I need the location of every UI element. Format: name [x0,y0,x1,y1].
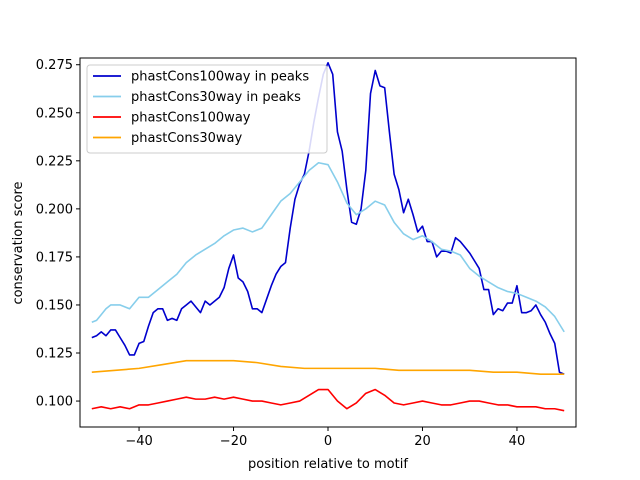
y-tick-label: 0.175 [36,250,73,265]
x-tick-label: 20 [414,434,431,449]
x-tick-label: −40 [125,434,152,449]
legend-label: phastCons100way [131,111,251,126]
series-line-4 [91,359,565,375]
x-tick-label: −20 [220,434,247,449]
series-line-3 [91,388,565,412]
x-tick-label: 40 [509,434,526,449]
x-tick-label: 0 [324,434,332,449]
series-line-2 [91,161,565,333]
legend-label: phastCons100way in peaks [131,70,309,85]
y-tick-label: 0.150 [36,298,73,313]
series-line-1 [91,62,565,375]
y-tick-label: 0.125 [36,347,73,362]
legend-box [86,64,328,154]
y-tick-label: 0.100 [36,395,73,410]
plot-lines [91,62,565,412]
legend-label: phastCons30way [131,131,243,146]
legend-label: phastCons30way in peaks [131,90,301,105]
legend: phastCons100way in peaks phastCons30way i… [86,64,328,154]
y-tick-label: 0.200 [36,202,73,217]
y-axis-label: conservation score [11,181,26,304]
y-axis: 0.100 0.125 0.150 0.175 0.200 0.225 0.250 0.275 [36,58,80,410]
y-tick-label: 0.275 [36,58,73,73]
y-tick-label: 0.250 [36,106,73,121]
x-axis-label: position relative to motif [248,457,408,472]
y-tick-label: 0.225 [36,154,73,169]
x-axis: −40 −20 0 20 40 [125,427,525,449]
